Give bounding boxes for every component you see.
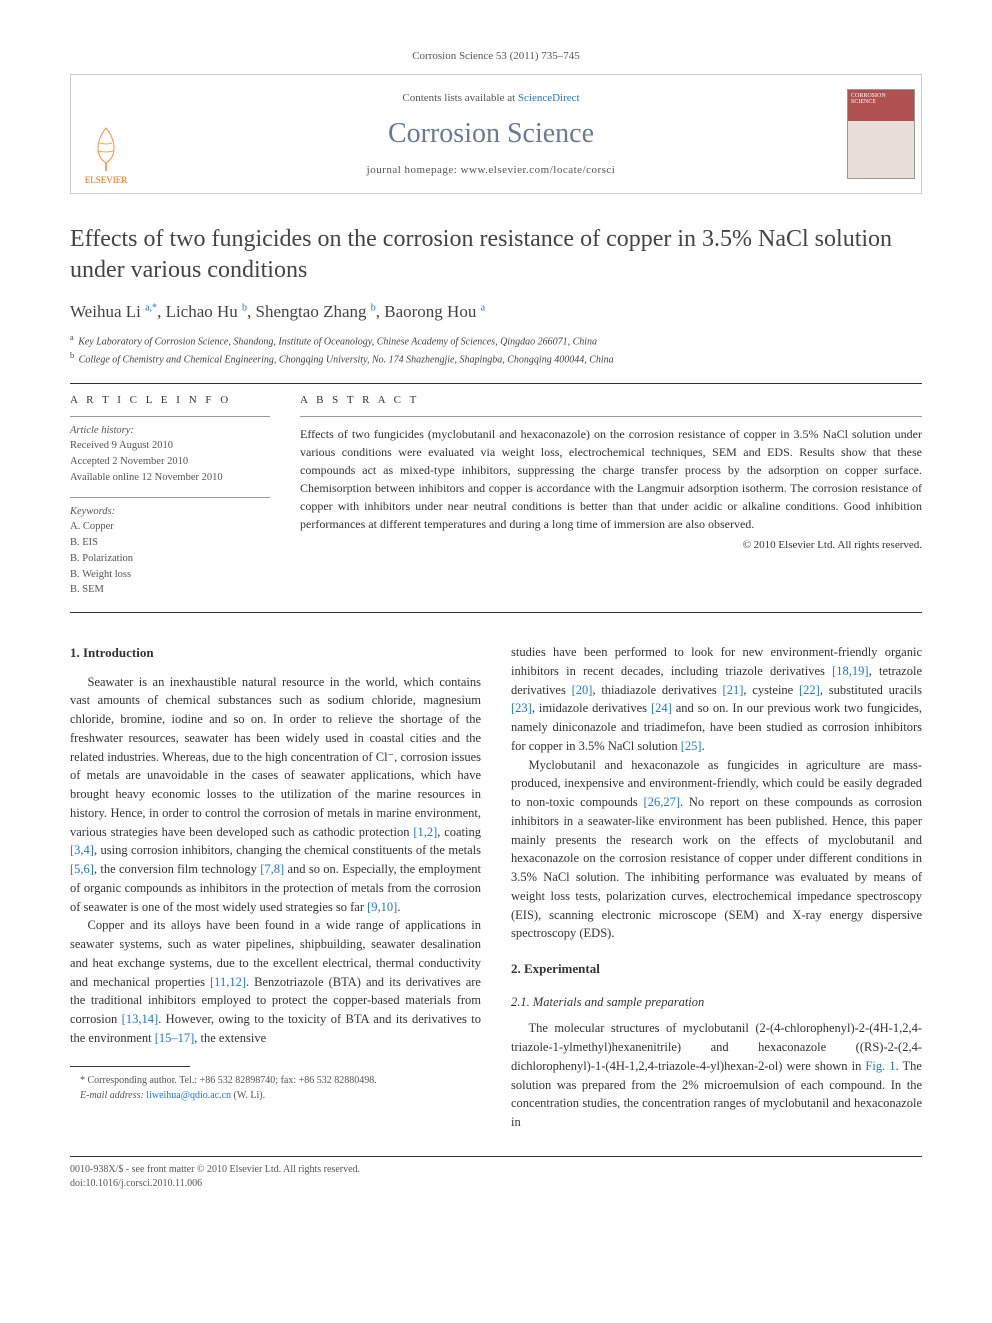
keyword-item: B. Weight loss <box>70 567 270 583</box>
email-owner: (W. Li). <box>234 1090 266 1101</box>
history-item: Received 9 August 2010 <box>70 438 270 454</box>
bottom-bar: 0010-938X/$ - see front matter © 2010 El… <box>70 1156 922 1191</box>
abstract-subrule <box>300 416 922 417</box>
section-2-1-heading: 2.1. Materials and sample preparation <box>511 993 922 1012</box>
info-subrule-2 <box>70 497 270 498</box>
authors-line: Weihua Li a,*, Lichao Hu b, Shengtao Zha… <box>70 302 922 322</box>
contents-line: Contents lists available at ScienceDirec… <box>402 92 579 104</box>
history-item: Available online 12 November 2010 <box>70 470 270 486</box>
keywords-list: A. CopperB. EISB. PolarizationB. Weight … <box>70 519 270 598</box>
journal-header-box: ELSEVIER Contents lists available at Sci… <box>70 74 922 194</box>
intro-para-2: Copper and its alloys have been found in… <box>70 916 481 1047</box>
contents-prefix: Contents lists available at <box>402 92 517 104</box>
journal-name: Corrosion Science <box>388 118 594 150</box>
article-info-column: A R T I C L E I N F O Article history: R… <box>70 394 270 598</box>
keyword-item: B. SEM <box>70 582 270 598</box>
article-info-heading: A R T I C L E I N F O <box>70 394 270 406</box>
info-abstract-row: A R T I C L E I N F O Article history: R… <box>70 394 922 598</box>
elsevier-tree-icon <box>86 123 126 173</box>
keyword-item: B. EIS <box>70 535 270 551</box>
rule-bottom <box>70 612 922 613</box>
sciencedirect-link[interactable]: ScienceDirect <box>518 92 580 104</box>
affiliations: a Key Laboratory of Corrosion Science, S… <box>70 332 922 367</box>
corresponding-footnote: * Corresponding author. Tel.: +86 532 82… <box>70 1073 481 1088</box>
history-list: Received 9 August 2010Accepted 2 Novembe… <box>70 438 270 485</box>
rule-top <box>70 383 922 384</box>
intro-para-1: Seawater is an inexhaustible natural res… <box>70 673 481 917</box>
journal-cover-thumb: CORROSION SCIENCE <box>841 75 921 193</box>
citation-header: Corrosion Science 53 (2011) 735–745 <box>70 50 922 62</box>
abstract-text: Effects of two fungicides (myclobutanil … <box>300 425 922 533</box>
abstract-copyright: © 2010 Elsevier Ltd. All rights reserved… <box>300 539 922 551</box>
keyword-item: B. Polarization <box>70 551 270 567</box>
intro-para-3: studies have been performed to look for … <box>511 643 922 756</box>
title-block: Effects of two fungicides on the corrosi… <box>70 224 922 367</box>
body-col-right: studies have been performed to look for … <box>511 643 922 1132</box>
info-subrule <box>70 416 270 417</box>
publisher-logo: ELSEVIER <box>71 75 141 193</box>
abstract-heading: A B S T R A C T <box>300 394 922 406</box>
abstract-column: A B S T R A C T Effects of two fungicide… <box>300 394 922 598</box>
footnote-separator <box>70 1066 190 1067</box>
author-email[interactable]: liweihua@qdio.ac.cn <box>146 1090 231 1101</box>
section-1-heading: 1. Introduction <box>70 643 481 663</box>
history-item: Accepted 2 November 2010 <box>70 454 270 470</box>
journal-center: Contents lists available at ScienceDirec… <box>141 75 841 193</box>
article-title: Effects of two fungicides on the corrosi… <box>70 224 922 286</box>
body-columns: 1. Introduction Seawater is an inexhaust… <box>70 643 922 1132</box>
cover-image: CORROSION SCIENCE <box>847 89 915 179</box>
history-label: Article history: <box>70 425 270 436</box>
experimental-para-1: The molecular structures of myclobutanil… <box>511 1019 922 1132</box>
front-matter-line: 0010-938X/$ - see front matter © 2010 El… <box>70 1163 922 1177</box>
section-2-heading: 2. Experimental <box>511 959 922 979</box>
body-col-left: 1. Introduction Seawater is an inexhaust… <box>70 643 481 1132</box>
keywords-block: Keywords: A. CopperB. EISB. Polarization… <box>70 506 270 598</box>
journal-homepage: journal homepage: www.elsevier.com/locat… <box>367 164 616 176</box>
keyword-item: A. Copper <box>70 519 270 535</box>
email-label: E-mail address: <box>80 1090 144 1101</box>
keywords-label: Keywords: <box>70 506 270 517</box>
intro-para-4: Myclobutanil and hexaconazole as fungici… <box>511 756 922 944</box>
doi-line: doi:10.1016/j.corsci.2010.11.006 <box>70 1177 922 1191</box>
publisher-name: ELSEVIER <box>85 175 128 185</box>
email-footnote: E-mail address: liweihua@qdio.ac.cn (W. … <box>70 1088 481 1103</box>
